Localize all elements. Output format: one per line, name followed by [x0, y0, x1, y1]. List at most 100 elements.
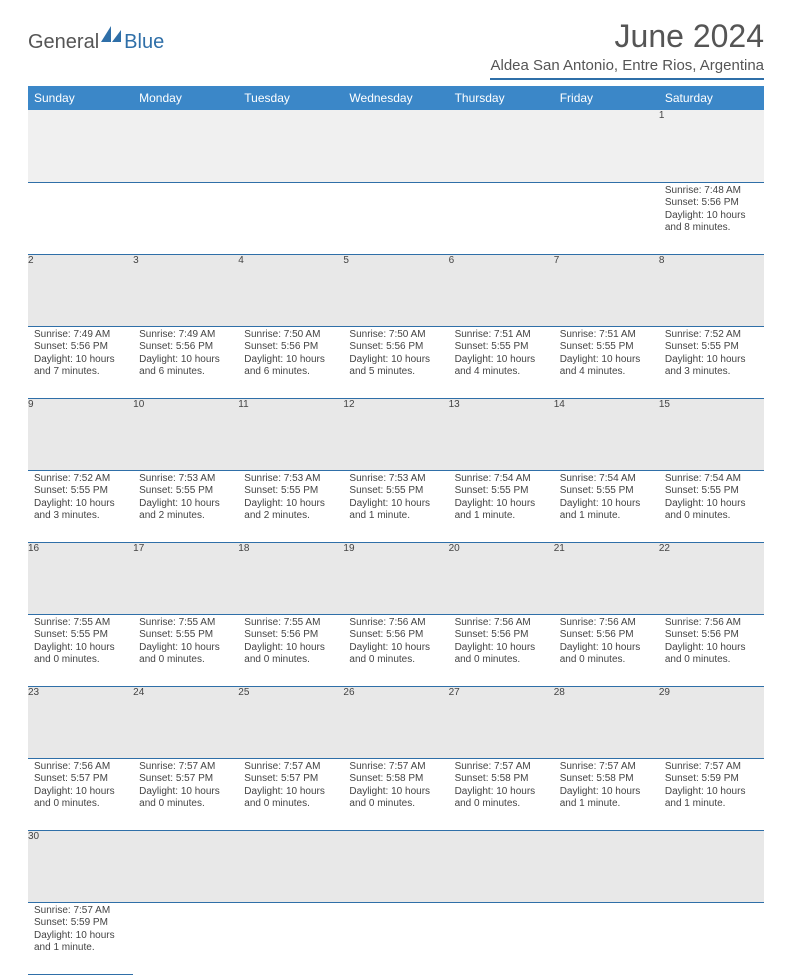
daylight-line: Daylight: 10 hours and 3 minutes. [665, 354, 758, 379]
day-number-cell: 16 [28, 542, 133, 614]
day-number-cell: 27 [449, 686, 554, 758]
sunrise-line: Sunrise: 7:57 AM [665, 761, 758, 774]
day-number-cell: 30 [28, 830, 133, 902]
day-cell [449, 182, 554, 254]
day-number-cell: 29 [659, 686, 764, 758]
sunset-line: Sunset: 5:56 PM [560, 629, 653, 642]
day-number-cell: 6 [449, 254, 554, 326]
daylight-line: Daylight: 10 hours and 4 minutes. [560, 354, 653, 379]
day-number-cell [449, 830, 554, 902]
day-cell-content: Sunrise: 7:51 AMSunset: 5:55 PMDaylight:… [449, 327, 554, 383]
day-number-cell: 9 [28, 398, 133, 470]
weekday-tuesday: Tuesday [238, 86, 343, 110]
day-cell-content: Sunrise: 7:50 AMSunset: 5:56 PMDaylight:… [343, 327, 448, 383]
day-number-cell: 24 [133, 686, 238, 758]
month-title: June 2024 [490, 18, 764, 55]
sunset-line: Sunset: 5:57 PM [34, 773, 127, 786]
sunrise-line: Sunrise: 7:54 AM [560, 473, 653, 486]
day-cell-content: Sunrise: 7:57 AMSunset: 5:59 PMDaylight:… [659, 759, 764, 815]
day-cell: Sunrise: 7:54 AMSunset: 5:55 PMDaylight:… [449, 470, 554, 542]
sunset-line: Sunset: 5:56 PM [139, 341, 232, 354]
logo-sail-icon [101, 26, 123, 49]
day-number-cell: 25 [238, 686, 343, 758]
sunrise-line: Sunrise: 7:54 AM [455, 473, 548, 486]
sunset-line: Sunset: 5:55 PM [665, 341, 758, 354]
daynum-row: 23242526272829 [28, 686, 764, 758]
daylight-line: Daylight: 10 hours and 1 minute. [349, 498, 442, 523]
daylight-line: Daylight: 10 hours and 1 minute. [455, 498, 548, 523]
daylight-line: Daylight: 10 hours and 2 minutes. [139, 498, 232, 523]
daylight-line: Daylight: 10 hours and 0 minutes. [244, 786, 337, 811]
daylight-line: Daylight: 10 hours and 1 minute. [665, 786, 758, 811]
day-number-cell: 22 [659, 542, 764, 614]
sunset-line: Sunset: 5:55 PM [349, 485, 442, 498]
day-cell: Sunrise: 7:51 AMSunset: 5:55 PMDaylight:… [449, 326, 554, 398]
day-cell [449, 902, 554, 974]
daylight-line: Daylight: 10 hours and 0 minutes. [139, 642, 232, 667]
daylight-line: Daylight: 10 hours and 0 minutes. [34, 786, 127, 811]
day-cell: Sunrise: 7:57 AMSunset: 5:58 PMDaylight:… [343, 758, 448, 830]
sunrise-line: Sunrise: 7:56 AM [34, 761, 127, 774]
sunset-line: Sunset: 5:59 PM [665, 773, 758, 786]
sunset-line: Sunset: 5:58 PM [349, 773, 442, 786]
sunrise-line: Sunrise: 7:55 AM [244, 617, 337, 630]
day-cell: Sunrise: 7:50 AMSunset: 5:56 PMDaylight:… [238, 326, 343, 398]
sunrise-line: Sunrise: 7:57 AM [455, 761, 548, 774]
day-cell: Sunrise: 7:51 AMSunset: 5:55 PMDaylight:… [554, 326, 659, 398]
sunrise-line: Sunrise: 7:56 AM [665, 617, 758, 630]
calendar-body: 1Sunrise: 7:48 AMSunset: 5:56 PMDaylight… [28, 110, 764, 974]
day-cell [659, 902, 764, 974]
logo-text-blue: Blue [124, 31, 164, 54]
daylight-line: Daylight: 10 hours and 3 minutes. [34, 498, 127, 523]
sunrise-line: Sunrise: 7:49 AM [139, 329, 232, 342]
day-cell: Sunrise: 7:56 AMSunset: 5:56 PMDaylight:… [659, 614, 764, 686]
day-content-row: Sunrise: 7:56 AMSunset: 5:57 PMDaylight:… [28, 758, 764, 830]
day-cell: Sunrise: 7:56 AMSunset: 5:56 PMDaylight:… [554, 614, 659, 686]
day-number-cell: 12 [343, 398, 448, 470]
day-number-cell: 14 [554, 398, 659, 470]
day-number-cell: 1 [659, 110, 764, 182]
daylight-line: Daylight: 10 hours and 8 minutes. [665, 210, 758, 235]
day-number-cell: 11 [238, 398, 343, 470]
daylight-line: Daylight: 10 hours and 2 minutes. [244, 498, 337, 523]
day-cell [554, 182, 659, 254]
day-cell-content: Sunrise: 7:49 AMSunset: 5:56 PMDaylight:… [28, 327, 133, 383]
sunset-line: Sunset: 5:55 PM [560, 485, 653, 498]
day-number-cell: 3 [133, 254, 238, 326]
day-cell: Sunrise: 7:55 AMSunset: 5:55 PMDaylight:… [28, 614, 133, 686]
day-cell: Sunrise: 7:54 AMSunset: 5:55 PMDaylight:… [554, 470, 659, 542]
daylight-line: Daylight: 10 hours and 6 minutes. [139, 354, 232, 379]
day-cell-content: Sunrise: 7:52 AMSunset: 5:55 PMDaylight:… [28, 471, 133, 527]
day-cell-content: Sunrise: 7:56 AMSunset: 5:56 PMDaylight:… [343, 615, 448, 671]
daynum-row: 1 [28, 110, 764, 182]
sunrise-line: Sunrise: 7:50 AM [349, 329, 442, 342]
logo-text-general: General [28, 31, 99, 54]
day-number-cell: 10 [133, 398, 238, 470]
sunset-line: Sunset: 5:55 PM [455, 485, 548, 498]
day-cell-content: Sunrise: 7:56 AMSunset: 5:56 PMDaylight:… [554, 615, 659, 671]
day-cell: Sunrise: 7:56 AMSunset: 5:56 PMDaylight:… [343, 614, 448, 686]
day-number-cell [133, 110, 238, 182]
day-cell-content: Sunrise: 7:57 AMSunset: 5:58 PMDaylight:… [554, 759, 659, 815]
day-cell: Sunrise: 7:53 AMSunset: 5:55 PMDaylight:… [133, 470, 238, 542]
daylight-line: Daylight: 10 hours and 0 minutes. [349, 786, 442, 811]
day-number-cell [133, 830, 238, 902]
sunrise-line: Sunrise: 7:57 AM [139, 761, 232, 774]
sunrise-line: Sunrise: 7:54 AM [665, 473, 758, 486]
sunrise-line: Sunrise: 7:52 AM [665, 329, 758, 342]
weekday-wednesday: Wednesday [343, 86, 448, 110]
day-content-row: Sunrise: 7:52 AMSunset: 5:55 PMDaylight:… [28, 470, 764, 542]
daylight-line: Daylight: 10 hours and 4 minutes. [455, 354, 548, 379]
daynum-row: 30 [28, 830, 764, 902]
logo: General Blue [28, 26, 164, 59]
day-number-cell: 5 [343, 254, 448, 326]
day-content-row: Sunrise: 7:57 AMSunset: 5:59 PMDaylight:… [28, 902, 764, 974]
day-cell: Sunrise: 7:57 AMSunset: 5:57 PMDaylight:… [133, 758, 238, 830]
sunrise-line: Sunrise: 7:50 AM [244, 329, 337, 342]
sunrise-line: Sunrise: 7:48 AM [665, 185, 758, 198]
sunrise-line: Sunrise: 7:57 AM [349, 761, 442, 774]
day-number-cell [449, 110, 554, 182]
daylight-line: Daylight: 10 hours and 1 minute. [560, 498, 653, 523]
day-cell [343, 182, 448, 254]
calendar-table: Sunday Monday Tuesday Wednesday Thursday… [28, 86, 764, 975]
